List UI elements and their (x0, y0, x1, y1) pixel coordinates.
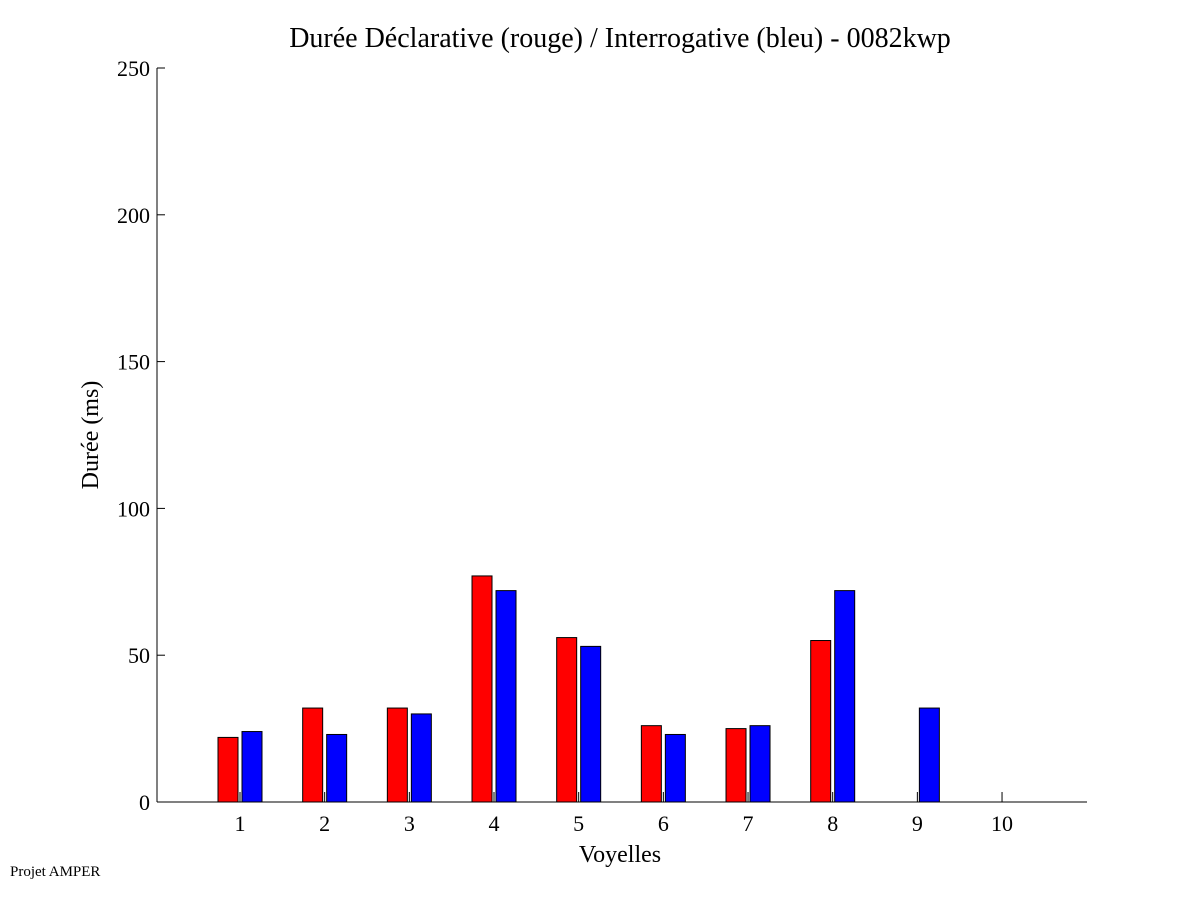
x-tick-label: 3 (404, 811, 415, 836)
x-tick-label: 1 (235, 811, 246, 836)
bar-interrogative-2 (326, 733, 348, 803)
footer-credit: Projet AMPER (10, 864, 101, 880)
bars-layer (217, 575, 940, 803)
x-tick-label: 2 (319, 811, 330, 836)
bar-declarative-6 (640, 725, 662, 803)
bar-interrogative-8 (834, 590, 856, 803)
x-tick-label: 4 (489, 811, 500, 836)
x-axis-label: Voyelles (579, 842, 661, 868)
y-tick-label: 250 (117, 56, 150, 81)
x-tick-label: 7 (743, 811, 754, 836)
y-tick-label: 150 (117, 350, 150, 375)
x-tick-label: 9 (912, 811, 923, 836)
bar-declarative-5 (556, 637, 578, 803)
x-tick-label: 5 (573, 811, 584, 836)
bar-declarative-8 (810, 640, 832, 803)
chart-title: Durée Déclarative (rouge) / Interrogativ… (289, 23, 951, 54)
y-tick-label: 0 (139, 790, 150, 815)
x-tick-label: 10 (991, 811, 1013, 836)
axes-layer (156, 68, 1087, 803)
y-ticks-layer: 0 50 100 150 200 250 (117, 56, 165, 815)
bar-interrogative-3 (410, 713, 432, 803)
bar-declarative-4 (471, 575, 493, 803)
bar-declarative-7 (725, 728, 747, 803)
bar-interrogative-6 (664, 733, 686, 803)
y-tick-label: 200 (117, 203, 150, 228)
y-axis-label: Durée (ms) (78, 381, 104, 490)
x-tick-label: 8 (827, 811, 838, 836)
bar-interrogative-7 (749, 725, 771, 803)
bar-declarative-1 (217, 736, 239, 803)
y-tick-label: 100 (117, 496, 150, 521)
bar-declarative-2 (302, 707, 324, 803)
bar-declarative-3 (386, 707, 408, 803)
y-tick-label: 50 (128, 643, 150, 668)
bar-interrogative-9 (918, 707, 940, 803)
bar-interrogative-5 (580, 645, 602, 803)
x-tick-label: 6 (658, 811, 669, 836)
bar-interrogative-1 (241, 731, 263, 803)
bar-interrogative-4 (495, 590, 517, 803)
x-ticks-layer: 1 2 3 4 5 6 7 8 9 10 (235, 792, 1013, 836)
